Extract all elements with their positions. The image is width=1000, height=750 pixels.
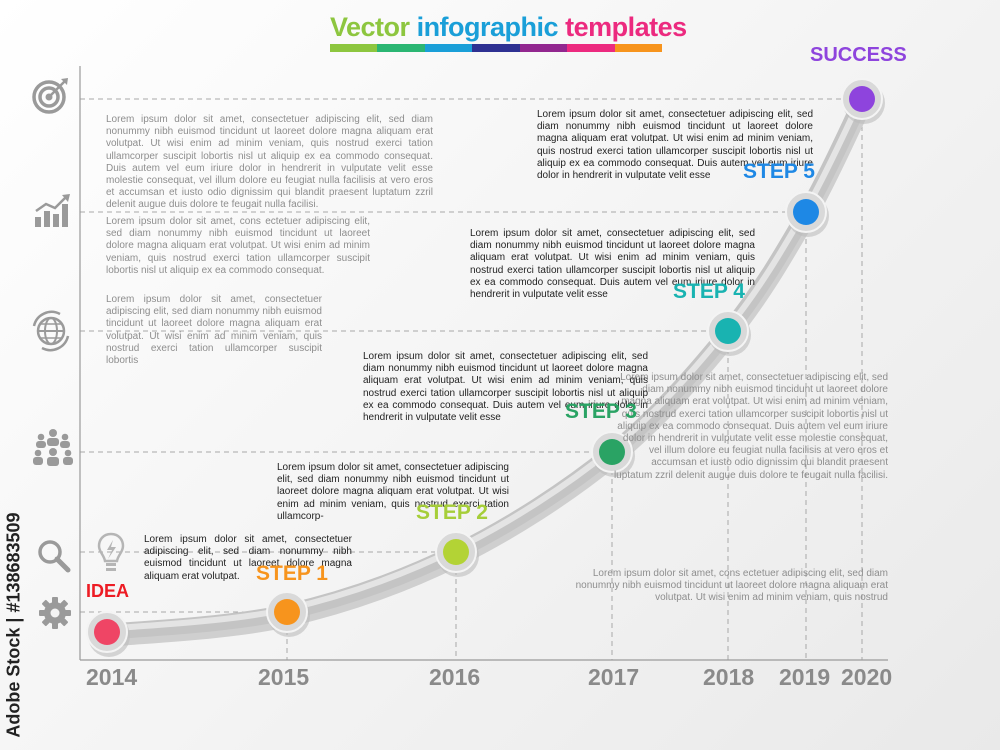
milestone-node-2020: [841, 78, 885, 124]
title-word-3: templates: [565, 12, 687, 42]
title-word-2: infographic: [416, 12, 559, 42]
text-grey-right: Lorem ipsum dolor sit amet, consectetuer…: [613, 372, 888, 481]
stock-watermark: Adobe Stock | #138683509: [2, 510, 26, 740]
text-grey-bottom: Lorem ipsum dolor sit amet, cons ectetue…: [575, 568, 888, 604]
label-step3: STEP 3: [565, 400, 637, 423]
label-step1: STEP 1: [256, 562, 328, 585]
text-grey-top: Lorem ipsum dolor sit amet, consectetuer…: [106, 114, 433, 211]
milestone-node-2016: [435, 531, 479, 577]
target-icon: [32, 78, 68, 114]
text-grey-mid1: Lorem ipsum dolor sit amet, cons ectetue…: [106, 216, 370, 276]
label-success: SUCCESS: [810, 44, 907, 66]
page-title: Vector infographic templates: [330, 12, 687, 43]
title-word-1: Vector: [330, 12, 410, 42]
year-label-2017: 2017: [588, 664, 640, 690]
text-step3: Lorem ipsum dolor sit amet, consectetuer…: [363, 351, 648, 424]
year-label-2016: 2016: [429, 664, 481, 690]
year-label-2020: 2020: [841, 664, 893, 690]
label-step5: STEP 5: [743, 160, 815, 183]
title-bar-segment: [519, 44, 568, 52]
title-bar-segment: [424, 44, 473, 52]
label-step2: STEP 2: [416, 501, 488, 524]
text-step1: Lorem ipsum dolor sit amet, consectetuer…: [144, 534, 352, 582]
gear-icon: [39, 597, 71, 629]
magnifier-icon: [38, 540, 71, 573]
milestone-node-2015: [266, 591, 310, 637]
text-step2: Lorem ipsum dolor sit amet, consectetuer…: [277, 462, 509, 522]
milestone-node-2017: [591, 431, 635, 477]
globe-icon: [32, 310, 70, 352]
year-label-2015: 2015: [258, 664, 310, 690]
year-label-2018: 2018: [703, 664, 755, 690]
year-label-2019: 2019: [779, 664, 831, 690]
title-bar-segment: [614, 44, 662, 52]
team-icon: [33, 429, 73, 466]
text-step4: Lorem ipsum dolor sit amet, consectetuer…: [470, 228, 755, 301]
lightbulb-icon: [97, 532, 125, 571]
text-step5: Lorem ipsum dolor sit amet, consectetuer…: [537, 109, 813, 182]
title-bar-segment: [472, 44, 520, 52]
label-idea: IDEA: [86, 581, 130, 601]
milestone-node-2019: [785, 191, 829, 237]
milestone-node-2018: [707, 310, 751, 356]
year-label-2014: 2014: [86, 664, 138, 690]
label-step4: STEP 4: [673, 280, 745, 303]
title-bar-segment: [377, 44, 425, 52]
growth-chart-icon: [35, 194, 70, 227]
title-bar-segment: [330, 44, 378, 52]
stock-watermark-text: Adobe Stock | #138683509: [3, 512, 24, 738]
milestone-node-2014: [86, 611, 130, 657]
title-color-bar: [330, 44, 662, 52]
text-grey-mid2: Lorem ipsum dolor sit amet, consectetuer…: [106, 294, 322, 367]
title-bar-segment: [567, 44, 615, 52]
